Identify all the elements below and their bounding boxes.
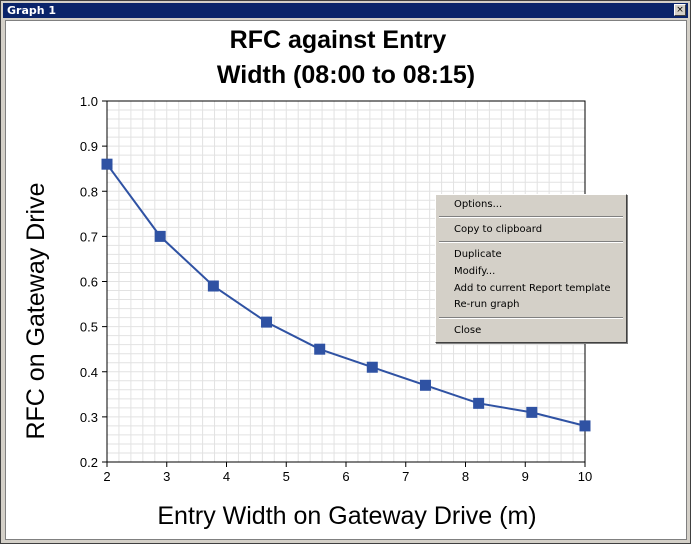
menu-item-add-to-report-template[interactable]: Add to current Report template xyxy=(454,283,611,294)
menu-item-copy-to-clipboard[interactable]: Copy to clipboard xyxy=(454,224,543,235)
y-tick-label: 0.2 xyxy=(80,455,98,470)
y-tick-label: 0.5 xyxy=(80,320,98,335)
menu-item-modify[interactable]: Modify... xyxy=(454,266,496,277)
data-point-marker xyxy=(207,280,219,292)
y-tick-label: 0.8 xyxy=(80,184,98,199)
x-tick-label: 2 xyxy=(103,469,110,484)
rfc-line-chart: 2 3 4 5 6 7 8 9 10 0.2 0.3 0.4 0.5 0.6 0.7 0.8 0.9 1.0 RF… xyxy=(22,26,592,530)
x-tick-label: 9 xyxy=(522,469,529,484)
window-titlebar[interactable]: Graph 1 × xyxy=(3,3,688,18)
y-axis-label: RFC on Gateway Drive xyxy=(22,182,50,439)
menu-item-options[interactable]: Options... xyxy=(454,199,503,210)
menu-separator xyxy=(439,241,623,243)
data-point-marker xyxy=(261,316,273,328)
close-icon: × xyxy=(676,5,684,15)
window-title: Graph 1 xyxy=(7,4,57,17)
menu-item-rerun-graph[interactable]: Re-run graph xyxy=(454,299,520,310)
menu-item-close[interactable]: Close xyxy=(454,325,482,336)
x-tick-label: 5 xyxy=(283,469,290,484)
y-tick-label: 1.0 xyxy=(80,94,98,109)
x-tick-label: 7 xyxy=(402,469,409,484)
x-tick-label: 4 xyxy=(223,469,230,484)
context-menu: Options... Copy to clipboard Duplicate M… xyxy=(435,194,627,343)
menu-item-duplicate[interactable]: Duplicate xyxy=(454,249,502,260)
axis-ticks: 2 3 4 5 6 7 8 9 10 0.2 0.3 0.4 0.5 0.6 0.7 0.8 0.9 1.0 xyxy=(80,94,592,484)
data-point-marker xyxy=(314,343,326,355)
x-tick-label: 6 xyxy=(342,469,349,484)
data-point-marker xyxy=(101,158,113,170)
data-point-marker xyxy=(419,379,431,391)
data-point-marker xyxy=(366,361,378,373)
series-line xyxy=(106,163,586,427)
data-point-marker xyxy=(473,397,485,409)
data-point-marker xyxy=(154,230,166,242)
series-rfc xyxy=(101,158,591,432)
y-tick-label: 0.9 xyxy=(80,139,98,154)
x-axis-label: Entry Width on Gateway Drive (m) xyxy=(157,502,536,530)
chart-title-line2: Width (08:00 to 08:15) xyxy=(217,61,475,89)
y-tick-label: 0.7 xyxy=(80,229,98,244)
data-point-marker xyxy=(579,420,591,432)
x-tick-label: 8 xyxy=(462,469,469,484)
menu-separator xyxy=(439,317,623,319)
data-point-marker xyxy=(526,406,538,418)
chart-title-line1: RFC against Entry xyxy=(230,26,447,54)
menu-separator xyxy=(439,216,623,218)
x-tick-label: 3 xyxy=(163,469,170,484)
x-tick-label: 10 xyxy=(578,469,592,484)
close-button[interactable]: × xyxy=(674,4,686,16)
y-tick-label: 0.3 xyxy=(80,410,98,425)
y-tick-label: 0.4 xyxy=(80,365,98,380)
y-tick-label: 0.6 xyxy=(80,275,98,290)
